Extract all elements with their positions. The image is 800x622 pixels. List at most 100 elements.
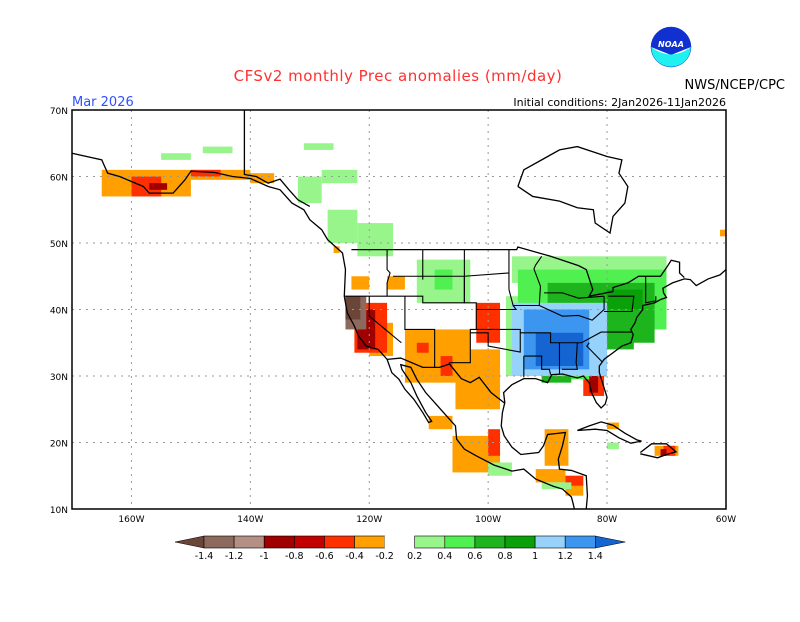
lat-label: 20N	[50, 440, 68, 450]
colorbar-box	[293, 535, 325, 549]
colorbar-tick-label: 1	[532, 551, 538, 562]
state-boundary	[523, 355, 552, 375]
state-boundary	[513, 255, 543, 307]
lat-label: 30N	[50, 373, 68, 383]
lat-label: 10N	[50, 506, 68, 516]
state-boundary	[386, 249, 391, 297]
colorbar-box	[324, 535, 355, 549]
akcan-outline	[243, 110, 311, 207]
colorbar: -1.4 -1.2 -1 -0.8 -0.6 -0.4 -0.2 0.2 0.4 0.6 0.8 1 1…	[174, 535, 626, 562]
cuba-outline	[577, 421, 642, 444]
agency-label: NWS/NCEP/CPC	[685, 78, 785, 93]
anomaly-cell	[297, 176, 322, 204]
colorbar-box	[504, 535, 536, 549]
state-boundary	[393, 249, 424, 277]
anomaly-cell	[351, 276, 370, 290]
coastlines	[71, 110, 727, 510]
hisp-outline	[639, 443, 678, 459]
state-boundary	[404, 296, 436, 368]
lat-label: 60N	[50, 174, 68, 184]
anomaly-cell	[190, 169, 221, 177]
colorbar-tick-label: 1.2	[558, 551, 573, 562]
colorbar-tick-label: -0.2	[375, 551, 394, 562]
lat-axis-labels: 70N 60N 50N 40N 30N 20N 10N	[50, 107, 68, 516]
anomaly-layer	[101, 143, 726, 496]
colorbar-box	[354, 535, 385, 549]
anomaly-cell	[357, 223, 394, 257]
state-boundary	[368, 296, 402, 344]
colorbar-box	[263, 535, 295, 549]
state-boundary	[544, 292, 605, 299]
state-boundary	[561, 342, 578, 370]
anomaly-cell	[565, 475, 584, 486]
anomaly-cell	[535, 469, 566, 483]
colorbar-box	[203, 535, 235, 549]
canus-outline	[351, 246, 685, 298]
anomaly-cell	[541, 482, 572, 490]
colorbar-tick-label: -1	[259, 551, 268, 562]
anomaly-cell	[488, 429, 501, 456]
state-boundary	[604, 295, 635, 313]
anomaly-cell	[607, 442, 619, 450]
anomaly-cell	[589, 376, 599, 393]
anomaly-cell	[434, 269, 453, 290]
colorbar-tick-label: -0.6	[315, 551, 334, 562]
state-boundary	[586, 342, 603, 363]
coast-outline	[71, 152, 575, 510]
colorbar-box	[414, 535, 446, 549]
anomaly-cell	[440, 356, 453, 376]
colorbar-tick-label: 0.4	[437, 551, 452, 562]
lon-label: 80W	[597, 515, 617, 525]
colorbar-tick-label: -0.4	[345, 551, 364, 562]
colorbar-box	[384, 536, 415, 548]
colorbar-tick-label: 0.8	[497, 551, 512, 562]
anomaly-cell	[428, 415, 453, 430]
colorbar-tick-label: -0.8	[285, 551, 304, 562]
lon-label: 140W	[237, 515, 263, 525]
anomaly-cell	[544, 429, 569, 466]
colorbar-tick-label: 0.2	[407, 551, 422, 562]
lon-axis-labels: 160W 140W 120W 100W 80W 60W	[118, 515, 736, 525]
svg-text:NOAA: NOAA	[658, 40, 684, 49]
colorbar-box	[474, 535, 506, 549]
map-frame	[71, 109, 727, 510]
anomaly-cell	[660, 449, 667, 456]
logo-top	[651, 27, 691, 55]
state-boundary	[645, 276, 657, 304]
anomaly-cell	[333, 246, 340, 253]
hudson-outline	[517, 145, 629, 235]
usmex-outline	[387, 357, 506, 404]
anomaly-cell	[663, 445, 676, 456]
anomaly-cell	[416, 342, 429, 353]
colorbar-box	[564, 535, 596, 549]
state-boundary	[470, 328, 521, 353]
gulf-outline	[500, 269, 727, 510]
anomaly-cell	[387, 276, 405, 290]
anomaly-cell	[607, 289, 643, 310]
colorbar-tick-label: 0.6	[467, 551, 482, 562]
logo-bottom	[651, 47, 691, 67]
colorbar-max-arrow	[595, 535, 626, 549]
anomaly-cell	[202, 146, 233, 154]
lat-label: 40N	[50, 307, 68, 317]
lon-label: 60W	[716, 515, 736, 525]
lat-label: 50N	[50, 240, 68, 250]
state-boundary	[476, 289, 518, 311]
colorbar-tick-label: 1.4	[588, 551, 603, 562]
colorbar-box	[233, 535, 265, 549]
month-label: Mar 2026	[72, 95, 134, 110]
colorbar-box	[534, 535, 566, 549]
anomaly-cell	[345, 296, 361, 320]
state-boundary	[520, 331, 633, 344]
anomaly-cell	[250, 173, 275, 184]
noaa-logo: NOAA	[650, 26, 692, 68]
anomaly-cell	[161, 153, 191, 160]
anomaly-cell	[303, 143, 334, 150]
anomaly-cell	[149, 183, 168, 190]
lon-label: 160W	[118, 515, 144, 525]
anomaly-cell	[131, 176, 162, 197]
lat-label: 70N	[50, 107, 68, 117]
lon-label: 120W	[356, 515, 382, 525]
colorbar-tick-label: -1.4	[195, 551, 214, 562]
